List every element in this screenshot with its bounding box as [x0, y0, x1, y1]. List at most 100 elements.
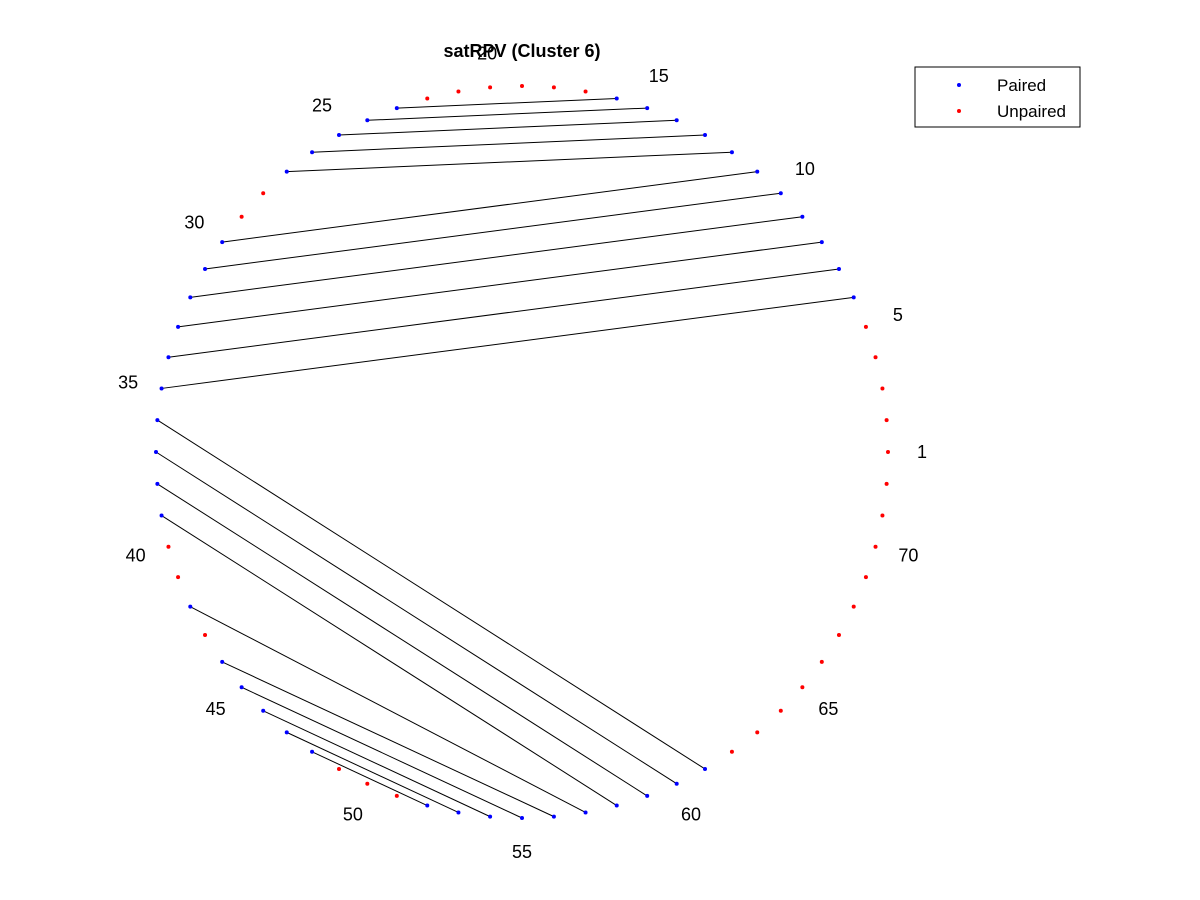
- unpaired-dot-63: [755, 730, 760, 735]
- unpaired-dot-70: [873, 544, 878, 549]
- legend-unpaired-label: Unpaired: [997, 102, 1066, 121]
- pair-line-48-52: [311, 751, 428, 806]
- unpaired-dot-19: [520, 84, 524, 88]
- index-label-70: 70: [898, 546, 918, 566]
- paired-dot-16: [614, 96, 619, 101]
- paired-dot-23: [394, 106, 399, 111]
- index-label-5: 5: [893, 305, 903, 325]
- unpaired-dot-49: [337, 766, 341, 771]
- paired-dot-59: [645, 793, 650, 798]
- index-label-15: 15: [649, 66, 669, 86]
- paired-dot-12: [729, 150, 734, 155]
- paired-dot-37: [154, 450, 158, 454]
- unpaired-dot-3: [880, 386, 885, 391]
- index-label-60: 60: [681, 805, 701, 825]
- paired-dot-30: [220, 240, 225, 245]
- unpaired-dot-1: [886, 450, 890, 454]
- unpaired-dot-65: [800, 685, 805, 690]
- legend-unpaired-marker: [957, 109, 961, 113]
- paired-dot-34: [166, 355, 171, 360]
- pair-line-12-27: [286, 151, 732, 173]
- paired-dot-36: [155, 418, 160, 423]
- unpaired-dot-51: [394, 793, 399, 798]
- paired-dot-39: [159, 513, 164, 518]
- paired-dot-55: [520, 816, 524, 820]
- paired-dot-11: [755, 169, 760, 174]
- unpaired-dot-20: [488, 85, 493, 90]
- pair-line-11-30: [222, 171, 758, 243]
- pair-line-38-59: [157, 483, 648, 797]
- pair-line-13-26: [312, 134, 706, 153]
- paired-dot-35: [159, 386, 164, 391]
- paired-dot-52: [425, 803, 430, 808]
- pair-line-45-55: [241, 686, 523, 819]
- unpaired-dot-40: [166, 544, 171, 549]
- pair-line-10-31: [204, 192, 781, 270]
- paired-dot-45: [239, 685, 244, 690]
- pair-line-42-57: [190, 606, 586, 813]
- unpaired-dot-22: [425, 96, 430, 101]
- paired-dot-14: [674, 118, 679, 123]
- paired-dot-27: [284, 169, 289, 174]
- pair-line-7-34: [168, 268, 840, 358]
- paired-dot-25: [337, 133, 341, 138]
- legend-paired-label: Paired: [997, 76, 1046, 95]
- paired-dot-9: [800, 214, 805, 219]
- index-label-25: 25: [312, 96, 332, 116]
- paired-dot-54: [488, 814, 493, 819]
- unpaired-dot-18: [551, 85, 556, 90]
- index-label-1: 1: [917, 442, 927, 462]
- paired-dot-42: [188, 604, 193, 609]
- legend-paired-marker: [957, 83, 961, 87]
- position-dots: [154, 84, 890, 820]
- paired-dot-53: [456, 810, 461, 815]
- pair-line-6-35: [161, 296, 854, 389]
- index-label-45: 45: [206, 699, 226, 719]
- chart-title: satRPV (Cluster 6): [443, 41, 600, 61]
- paired-dot-46: [261, 708, 266, 713]
- pair-line-46-54: [262, 710, 491, 818]
- index-label-35: 35: [118, 373, 138, 393]
- pair-line-36-61: [157, 419, 706, 770]
- unpaired-dot-68: [851, 604, 856, 609]
- pair-lines: [155, 97, 854, 819]
- unpaired-dot-43: [203, 633, 208, 637]
- pair-line-8-33: [178, 241, 822, 328]
- paired-dot-60: [674, 781, 679, 786]
- unpaired-dot-62: [729, 749, 734, 754]
- paired-dot-48: [310, 749, 315, 754]
- unpaired-dot-72: [884, 481, 889, 486]
- unpaired-dot-4: [873, 355, 878, 360]
- pair-line-47-53: [286, 731, 459, 813]
- paired-dot-32: [188, 295, 193, 300]
- unpaired-dot-41: [176, 575, 181, 580]
- paired-dot-13: [703, 133, 707, 138]
- legend-box: [914, 66, 1081, 128]
- paired-dot-47: [284, 730, 289, 735]
- unpaired-dot-29: [239, 214, 244, 219]
- pair-line-16-23: [396, 97, 617, 109]
- paired-dot-7: [836, 267, 841, 271]
- unpaired-dot-28: [261, 191, 266, 196]
- paired-dot-33: [176, 324, 181, 329]
- index-label-55: 55: [512, 842, 532, 862]
- unpaired-dot-50: [365, 781, 370, 786]
- index-label-65: 65: [818, 699, 838, 719]
- index-label-40: 40: [126, 546, 146, 566]
- unpaired-dot-17: [583, 89, 588, 94]
- pair-line-44-56: [221, 661, 555, 818]
- index-label-30: 30: [184, 213, 204, 233]
- paired-dot-10: [778, 191, 783, 196]
- index-label-10: 10: [795, 159, 815, 179]
- index-label-50: 50: [343, 805, 363, 825]
- unpaired-dot-5: [863, 324, 868, 329]
- unpaired-dot-66: [819, 659, 824, 664]
- pair-line-15-24: [367, 107, 648, 121]
- paired-dot-38: [155, 481, 160, 486]
- pair-line-9-32: [190, 216, 803, 298]
- pair-line-14-25: [338, 119, 677, 136]
- pair-line-39-58: [161, 515, 617, 806]
